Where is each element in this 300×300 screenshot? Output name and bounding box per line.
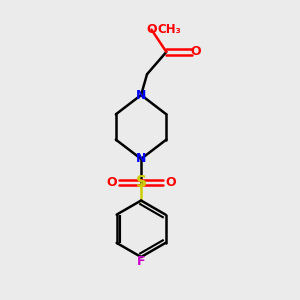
- Text: CH₃: CH₃: [158, 23, 181, 36]
- Text: O: O: [146, 23, 157, 36]
- Text: N: N: [136, 88, 146, 101]
- Text: O: O: [106, 176, 117, 189]
- Text: S: S: [136, 175, 147, 190]
- Text: O: O: [166, 176, 176, 189]
- Text: O: O: [191, 45, 201, 58]
- Text: F: F: [137, 255, 145, 268]
- Text: N: N: [136, 152, 146, 165]
